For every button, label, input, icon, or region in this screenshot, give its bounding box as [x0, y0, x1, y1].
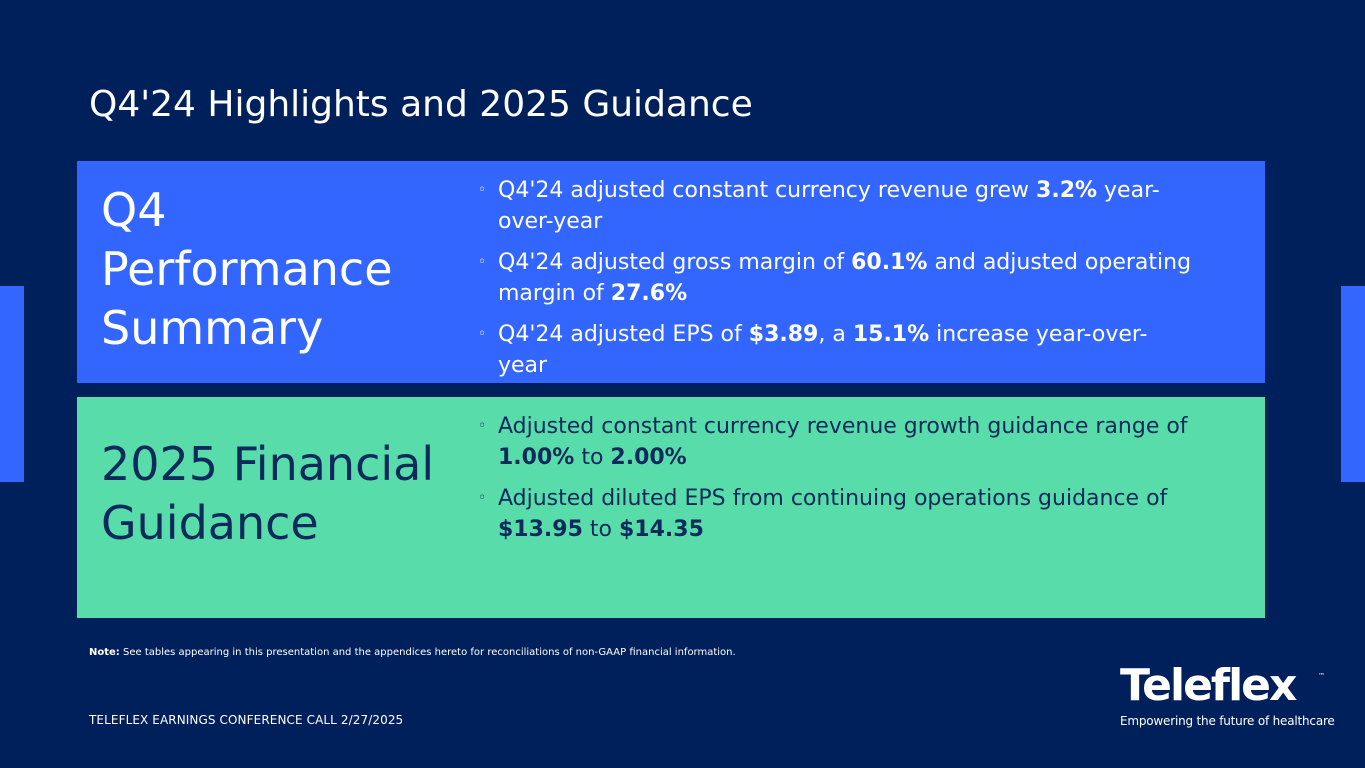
bullet-marker: ◦: [478, 326, 487, 342]
highlight-value: 2.00%: [610, 445, 687, 470]
logo-wordmark: Teleflex: [1120, 660, 1297, 711]
highlight-value: 3.2%: [1036, 178, 1098, 203]
bullet-marker: ◦: [478, 182, 487, 198]
bullet-text: over-year: [498, 209, 603, 234]
footnote: Note: See tables appearing in this prese…: [89, 647, 736, 658]
bullet-line: 1.00% to 2.00%: [498, 442, 1238, 473]
performance-bullet-item: ◦ Q4'24 adjusted constant currency revenu…: [478, 175, 1238, 237]
bullet-line: year: [498, 350, 1238, 381]
performance-summary-heading: Q4 Performance Summary: [101, 181, 393, 358]
bullet-line: Q4'24 adjusted gross margin of 60.1% and…: [498, 247, 1238, 278]
financial-guidance-heading: 2025 Financial Guidance: [101, 435, 434, 553]
bullet-marker: ◦: [478, 490, 487, 506]
bullet-text: year: [498, 353, 548, 378]
bullet-text: to: [582, 517, 619, 542]
bullet-text: Q4'24 adjusted constant currency revenue…: [498, 178, 1037, 203]
bullet-text: , a: [818, 322, 853, 347]
bullet-text: and adjusted operating: [927, 250, 1192, 275]
performance-bullet-list: ◦ Q4'24 adjusted constant currency revenu…: [478, 175, 1238, 391]
bullet-text: Q4'24 adjusted gross margin of: [498, 250, 852, 275]
highlight-value: $13.95: [498, 517, 583, 542]
heading-line: 2025 Financial: [101, 437, 435, 491]
guidance-bullet-item: ◦ Adjusted constant currency revenue grow…: [478, 411, 1238, 473]
bullet-line: margin of 27.6%: [498, 278, 1238, 309]
performance-bullet-item: ◦ Q4'24 adjusted gross margin of 60.1% an…: [478, 247, 1238, 309]
performance-bullet-item: ◦ Q4'24 adjusted EPS of $3.89, a 15.1% in…: [478, 319, 1238, 381]
slide-title: Q4'24 Highlights and 2025 Guidance: [89, 84, 753, 125]
bullet-marker: ◦: [478, 418, 487, 434]
guidance-bullet-item: ◦ Adjusted diluted EPS from continuing op…: [478, 483, 1238, 545]
heading-line: Summary: [101, 301, 324, 355]
financial-guidance-panel: 2025 Financial Guidance ◦ Adjusted consta…: [77, 397, 1265, 618]
trademark-symbol: ™: [1318, 672, 1325, 680]
left-accent-tab: [0, 286, 24, 482]
bullet-text: increase year-over-: [929, 322, 1148, 347]
right-accent-tab: [1341, 286, 1365, 482]
bullet-line: $13.95 to $14.35: [498, 514, 1238, 545]
bullet-line: Adjusted constant currency revenue growt…: [498, 411, 1238, 442]
bullet-text: Adjusted diluted EPS from continuing ope…: [498, 486, 1168, 511]
footnote-label: Note:: [89, 647, 120, 658]
bullet-line: over-year: [498, 206, 1238, 237]
bullet-text: Adjusted constant currency revenue growt…: [498, 414, 1188, 439]
highlight-value: $14.35: [618, 517, 704, 542]
bullet-text: to: [574, 445, 611, 470]
highlight-value: $3.89: [748, 322, 819, 347]
teleflex-logo: Teleflex ™ Empowering the future of heal…: [1120, 660, 1335, 732]
bullet-text: Q4'24 adjusted EPS of: [498, 322, 749, 347]
bullet-line: Q4'24 adjusted constant currency revenue…: [498, 175, 1238, 206]
heading-line: Guidance: [101, 496, 319, 550]
bullet-marker: ◦: [478, 254, 487, 270]
footnote-text: See tables appearing in this presentatio…: [119, 647, 736, 658]
highlight-value: 27.6%: [610, 281, 688, 306]
logo-tagline: Empowering the future of healthcare: [1120, 714, 1335, 728]
footer-text: TELEFLEX EARNINGS CONFERENCE CALL 2/27/2…: [89, 713, 404, 727]
guidance-bullet-list: ◦ Adjusted constant currency revenue grow…: [478, 411, 1238, 555]
heading-line: Q4: [101, 183, 167, 237]
performance-summary-panel: Q4 Performance Summary ◦ Q4'24 adjusted c…: [77, 161, 1265, 383]
highlight-value: 15.1%: [852, 322, 930, 347]
bullet-text: margin of: [498, 281, 611, 306]
bullet-line: Q4'24 adjusted EPS of $3.89, a 15.1% inc…: [498, 319, 1238, 350]
highlight-value: 1.00%: [498, 445, 575, 470]
bullet-line: Adjusted diluted EPS from continuing ope…: [498, 483, 1238, 514]
bullet-text: year-: [1097, 178, 1160, 203]
highlight-value: 60.1%: [851, 250, 928, 275]
heading-line: Performance: [101, 242, 393, 296]
